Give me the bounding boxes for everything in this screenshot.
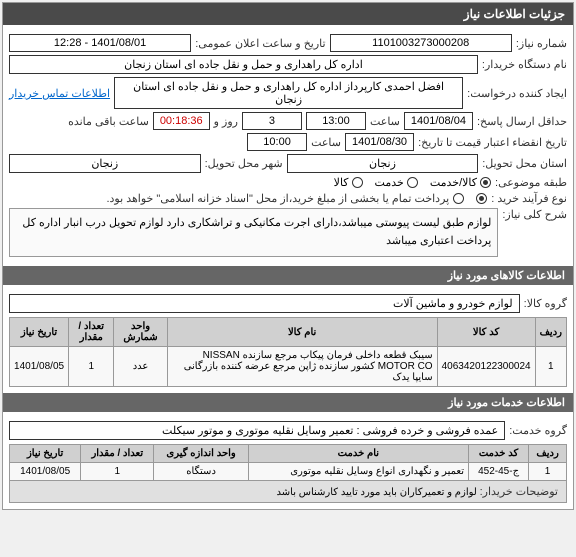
- table-header-row: ردیف کد کالا نام کالا واحد شمارش تعداد /…: [10, 318, 567, 347]
- service-table: ردیف کد خدمت نام خدمت واحد اندازه گیری ت…: [9, 444, 567, 503]
- cell-date: 1401/08/05: [10, 463, 81, 481]
- class-goods-label: کالا/خدمت: [430, 176, 477, 189]
- col-name: نام کالا: [167, 318, 437, 347]
- days-label: روز و: [214, 115, 238, 128]
- cell-idx: 1: [535, 347, 566, 387]
- service-group-value: عمده فروشی و خرده فروشی : تعمیر وسایل نق…: [9, 421, 505, 440]
- radio-goods-service[interactable]: [480, 177, 491, 188]
- process-note: پرداخت تمام یا بخشی از مبلغ خرید،از محل …: [9, 192, 449, 205]
- contact-link[interactable]: اطلاعات تماس خریدار: [9, 87, 110, 100]
- cell-date: 1401/08/05: [10, 347, 69, 387]
- goods-group-label: گروه کالا:: [524, 297, 567, 310]
- deadline-label: حداقل ارسال پاسخ:: [477, 115, 567, 128]
- creator-value: افضل احمدی کارپرداز اداره کل راهداری و ح…: [114, 77, 463, 109]
- col-qty: تعداد / مقدار: [81, 445, 154, 463]
- desc-label: شرح کلی نیاز:: [502, 208, 567, 221]
- table-row: 1 4063420122300024 سیبک قطعه داخلی فرمان…: [10, 347, 567, 387]
- cell-code: ج-45-452: [468, 463, 528, 481]
- table-row: 1 ج-45-452 تعمیر و نگهداری انواع وسایل ن…: [10, 463, 567, 481]
- cell-idx: 1: [529, 463, 567, 481]
- col-unit: واحد اندازه گیری: [154, 445, 248, 463]
- class-radio-group: کالا/خدمت خدمت کالا: [334, 176, 491, 189]
- col-qty: تعداد / مقدار: [69, 318, 114, 347]
- service-group-label: گروه خدمت:: [509, 424, 567, 437]
- credit-label: تاریخ انقضاء اعتبار قیمت تا تاریخ:: [418, 136, 567, 149]
- time-label-2: ساعت: [311, 136, 341, 149]
- buyer-value: اداره کل راهداری و حمل و نقل جاده ای است…: [9, 55, 478, 74]
- cell-name: سیبک قطعه داخلی فرمان پیکاب مرجع سازنده …: [167, 347, 437, 387]
- col-code: کد خدمت: [468, 445, 528, 463]
- need-number-label: شماره نیاز:: [516, 37, 567, 50]
- col-date: تاریخ نیاز: [10, 318, 69, 347]
- buyer-label: نام دستگاه خریدار:: [482, 58, 567, 71]
- deadline-time: 13:00: [306, 112, 366, 130]
- province-label: استان محل تحویل:: [482, 157, 567, 170]
- time-label-1: ساعت: [370, 115, 400, 128]
- main-header: جزئیات اطلاعات نیاز: [3, 3, 573, 25]
- credit-time: 10:00: [247, 133, 307, 151]
- cell-qty: 1: [69, 347, 114, 387]
- city-value: زنجان: [9, 154, 201, 173]
- creator-label: ایجاد کننده درخواست:: [467, 87, 567, 100]
- col-name: نام خدمت: [248, 445, 468, 463]
- radio-service[interactable]: [407, 177, 418, 188]
- need-number: 1101003273000208: [330, 34, 512, 52]
- class-goods-only-label: کالا: [334, 176, 349, 189]
- radio-goods[interactable]: [352, 177, 363, 188]
- cell-unit: عدد: [114, 347, 167, 387]
- deadline-date: 1401/08/04: [404, 112, 473, 130]
- buyer-note-label: توضیحات خریدار:: [480, 486, 558, 498]
- radio-process-b[interactable]: [453, 193, 464, 204]
- buyer-note: لوازم و تعمیرکاران باید مورد تایید کارشن…: [277, 487, 477, 498]
- col-unit: واحد شمارش: [114, 318, 167, 347]
- announce-value: 1401/08/01 - 12:28: [9, 34, 191, 52]
- col-row: ردیف: [529, 445, 567, 463]
- credit-date: 1401/08/30: [345, 133, 414, 151]
- process-radio-group: [453, 193, 487, 204]
- goods-header: اطلاعات کالاهای مورد نیاز: [3, 266, 573, 285]
- cell-name: تعمیر و نگهداری انواع وسایل نقلیه موتوری: [248, 463, 468, 481]
- note-row: توضیحات خریدار: لوازم و تعمیرکاران باید …: [10, 481, 567, 503]
- cell-qty: 1: [81, 463, 154, 481]
- announce-label: تاریخ و ساعت اعلان عمومی:: [195, 37, 325, 50]
- cell-unit: دستگاه: [154, 463, 248, 481]
- radio-process-a[interactable]: [476, 193, 487, 204]
- goods-table: ردیف کد کالا نام کالا واحد شمارش تعداد /…: [9, 317, 567, 387]
- city-label: شهر محل تحویل:: [205, 157, 283, 170]
- col-row: ردیف: [535, 318, 566, 347]
- col-date: تاریخ نیاز: [10, 445, 81, 463]
- province-value: زنجان: [287, 154, 479, 173]
- remain-label: ساعت باقی مانده: [68, 115, 149, 128]
- goods-group-value: لوازم خودرو و ماشین آلات: [9, 294, 520, 313]
- service-header: اطلاعات خدمات مورد نیاز: [3, 393, 573, 412]
- class-service-label: خدمت: [375, 176, 404, 189]
- class-label: طبقه موضوعی:: [495, 176, 567, 189]
- days-value: 3: [242, 112, 302, 130]
- process-label: نوع فرآیند خرید :: [491, 192, 567, 205]
- cell-code: 4063420122300024: [437, 347, 535, 387]
- remain-timer: 00:18:36: [153, 112, 210, 130]
- col-code: کد کالا: [437, 318, 535, 347]
- desc-text: لوازم طبق لیست پیوستی میباشد،دارای اجرت …: [9, 208, 498, 257]
- table-header-row: ردیف کد خدمت نام خدمت واحد اندازه گیری ت…: [10, 445, 567, 463]
